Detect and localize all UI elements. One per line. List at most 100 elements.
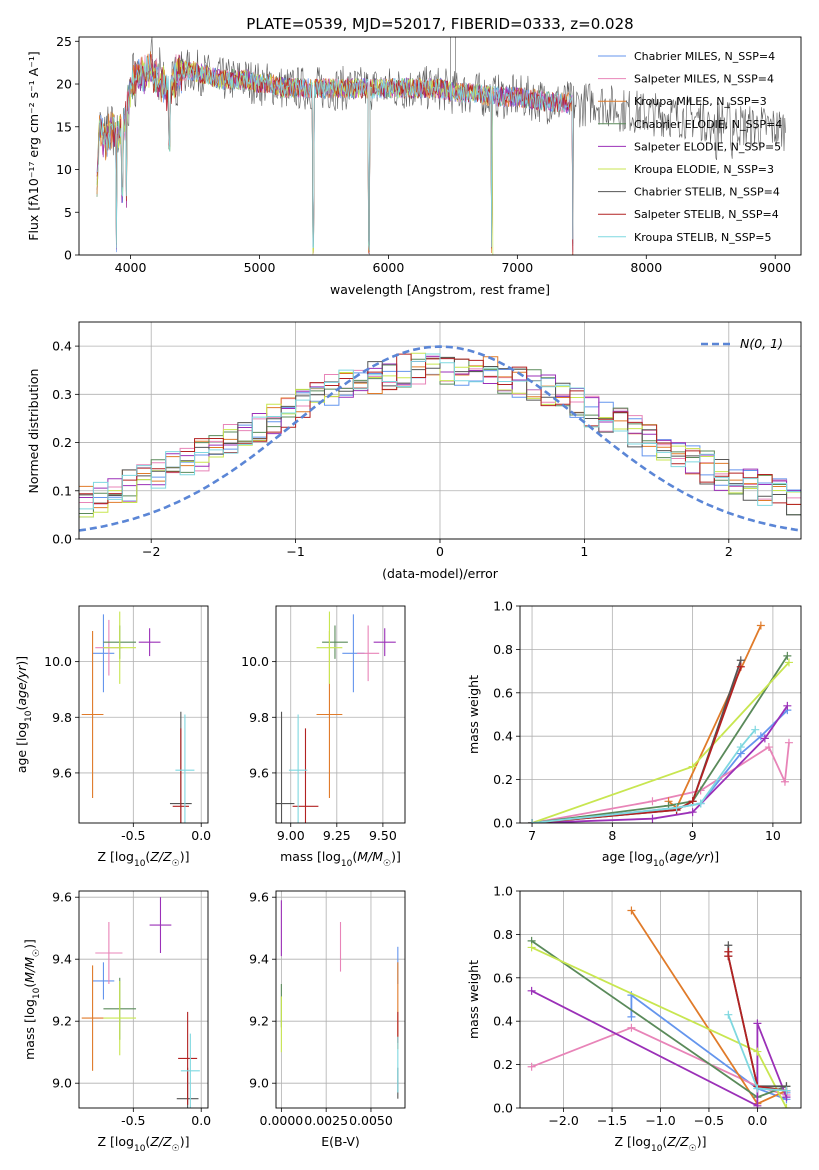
panel-mass_vs_Z: -0.5 0.0 9.0 9.2 9.4 9.6 Z [log10(Z/Z☉)] mass [… (22, 890, 211, 1154)
spectrum-line-kroupa-stelib (96, 56, 574, 251)
weight-line-salpeter-elodie (531, 989, 788, 1108)
y-tick-label: 9.6 (52, 765, 72, 780)
y-tick-label: 0.2 (493, 772, 513, 787)
y-tick-label: 0.6 (493, 685, 513, 700)
legend-entry: Chabrier ELODIE, N_SSP=4 (634, 118, 782, 131)
weight-marker (782, 1104, 791, 1108)
y-tick-label: 10.0 (241, 654, 269, 669)
weight-marker (672, 803, 681, 812)
mass_vs_Z-gridlines (79, 891, 208, 1108)
y-tick-label: 9.6 (249, 890, 269, 905)
y-tick-label: 0.2 (52, 435, 72, 450)
age_vs_mass-x-axis-label: mass [log10(M/M☉)] (280, 849, 401, 869)
y-tick-label: 0.3 (52, 387, 72, 402)
y-tick-label: 0.4 (52, 339, 72, 354)
weight-marker (753, 1019, 762, 1028)
y-tick-label: 0.0 (493, 816, 513, 831)
spectrum-line-salpeter-elodie (96, 55, 574, 253)
weight-marker (760, 734, 769, 743)
residuals-frame (78, 321, 802, 540)
y-tick-label: 0.0 (493, 1101, 513, 1116)
x-tick-label: −0.5 (694, 1113, 724, 1128)
x-tick-label: 6000 (373, 260, 405, 275)
legend-entry: Salpeter STELIB, N_SSP=4 (634, 208, 779, 221)
y-tick-label: 10.0 (44, 654, 72, 669)
y-tick-label: 9.0 (249, 1076, 269, 1091)
weight-line-chabrier-elodie (531, 655, 789, 823)
panel-weight_vs_Z: −2.0 −1.5 −1.0 −0.5 0.0 0.0 0.2 0.4 0.6 0.8 1.0 Z [… (466, 884, 802, 1154)
weight-marker (784, 658, 793, 667)
figure-title: PLATE=0539, MJD=52017, FIBERID=0333, z=0… (246, 15, 633, 33)
age_vs_Z-plot-area (81, 611, 195, 823)
spectrum-plot-area (96, 37, 786, 255)
y-tick-label: 15 (56, 119, 72, 134)
x-tick-label: 9.25 (323, 828, 351, 843)
y-tick-label: 9.6 (249, 765, 269, 780)
weight_vs_Z-x-axis-label: Z [log10(Z/Z☉)] (615, 1134, 707, 1154)
weight-marker (724, 952, 733, 961)
age_vs_mass-plot-area (276, 611, 396, 823)
y-tick-label: 0.8 (493, 927, 513, 942)
weight-marker (756, 732, 765, 741)
spectrum-x-axis-label: wavelength [Angstrom, rest frame] (330, 282, 550, 297)
x-tick-label: −1.5 (597, 1113, 627, 1128)
x-tick-label: 9.00 (277, 828, 305, 843)
weight-marker (764, 743, 773, 752)
residuals-x-axis-label: (data-model)/error (382, 566, 499, 581)
y-tick-label: 0.4 (493, 1014, 513, 1029)
x-tick-label: 8000 (630, 260, 662, 275)
residuals-y-axis-label: Normed distribution (26, 369, 41, 494)
weight-line-salpeter-elodie (531, 705, 789, 823)
weight-marker (627, 1023, 636, 1032)
weight-marker (751, 725, 760, 734)
weight-marker (528, 819, 537, 823)
mass_vs_Z-y-axis-label: mass [log10(M/M☉)] (22, 939, 42, 1060)
y-tick-label: 0.6 (493, 970, 513, 985)
weight-marker (736, 743, 745, 752)
x-tick-label: -0.5 (121, 1113, 145, 1128)
x-tick-label: 7 (528, 828, 536, 843)
weight-marker (780, 777, 789, 786)
weight_vs_Z-gridlines (520, 890, 801, 1109)
y-tick-label: 5 (64, 205, 72, 220)
weight_vs_age-y-axis-label: mass weight (466, 675, 481, 754)
legend-entry: Salpeter MILES, N_SSP=4 (634, 73, 774, 86)
weight-marker (753, 1101, 762, 1108)
y-tick-label: 1.0 (493, 884, 513, 899)
spectrum-y-axis-label: Flux [fλ10⁻¹⁷ erg cm⁻² s⁻¹ A⁻¹] (26, 51, 41, 240)
age_vs_Z-x-axis-label: Z [log10(Z/Z☉)] (98, 849, 190, 869)
mass_vs_ebv-plot-area (280, 900, 399, 1099)
y-tick-label: 9.4 (249, 952, 269, 967)
legend-entry: Salpeter ELODIE, N_SSP=5 (634, 140, 781, 153)
age_vs_mass-frame (275, 605, 406, 824)
weight-marker (648, 797, 657, 806)
weight_vs_Z-frame (519, 890, 802, 1109)
x-tick-label: 9000 (759, 260, 791, 275)
y-tick-label: 0 (64, 248, 72, 263)
y-tick-label: 9.6 (52, 890, 72, 905)
spectrum-frame (78, 36, 802, 256)
x-tick-label: −1 (286, 544, 304, 559)
y-tick-label: 0.2 (493, 1057, 513, 1072)
x-tick-label: −1.0 (645, 1113, 675, 1128)
panel-weight_vs_age: 7 8 9 10 0.0 0.2 0.4 0.6 0.8 1.0 age [log10(age/yr… (466, 599, 802, 869)
x-tick-label: 0.0 (747, 1113, 767, 1128)
weight-line-chabrier-stelib (531, 660, 742, 823)
x-tick-label: 0.0050 (349, 1113, 393, 1128)
legend-entry: Kroupa ELODIE, N_SSP=3 (634, 163, 774, 176)
weight-marker (688, 808, 697, 817)
legend-entry: Chabrier MILES, N_SSP=4 (634, 50, 775, 63)
panel-mass_vs_ebv: 0.0000 0.0025 0.0050 9.0 9.2 9.4 9.6 E(B-V) (249, 890, 406, 1149)
x-tick-label: 9.50 (369, 828, 397, 843)
y-tick-label: 1.0 (493, 599, 513, 614)
weight-marker (724, 1010, 733, 1019)
weight-marker (527, 986, 536, 995)
normal-reference-curve (79, 345, 801, 532)
y-tick-label: 9.4 (52, 952, 72, 967)
weight_vs_age-gridlines (520, 605, 801, 824)
x-tick-label: −2.0 (548, 1113, 578, 1128)
x-tick-label: 0.0 (191, 828, 211, 843)
panel-age_vs_mass: 9.00 9.25 9.50 9.6 9.8 10.0 mass [log10(M/M☉)] (241, 605, 406, 869)
x-tick-label: 0 (436, 544, 444, 559)
